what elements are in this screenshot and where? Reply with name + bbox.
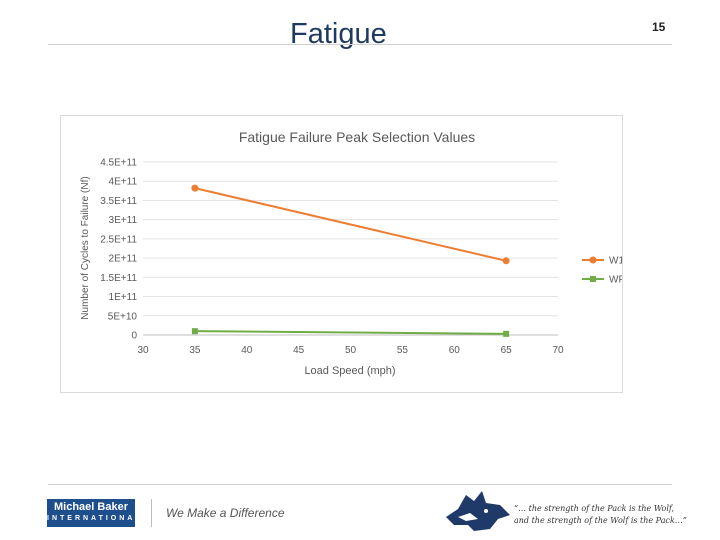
- y-tick-label: 2.5E+11: [100, 234, 137, 245]
- x-tick-label: 40: [241, 345, 253, 356]
- legend-label: W1 P: [609, 256, 622, 267]
- gridlines: [143, 161, 558, 336]
- logo-line-2: INTERNATIONAL: [47, 515, 143, 522]
- logo-line-1: Michael Baker: [54, 501, 128, 513]
- chart-title: Fatigue Failure Peak Selection Values: [239, 129, 475, 145]
- quote-line-2: and the strength of the Wolf is the Pack…: [514, 516, 687, 525]
- quote-line-1: “… the strength of the Pack is the Wolf,: [514, 504, 675, 513]
- x-tick-label: 30: [137, 345, 149, 356]
- x-tick-label: 65: [501, 345, 513, 356]
- x-tick-label: 50: [345, 345, 357, 356]
- y-axis-label: Number of Cycles to Failure (Nf): [80, 176, 91, 319]
- logo-divider: [151, 499, 152, 527]
- y-tick-label: 4.5E+11: [100, 158, 137, 169]
- tagline: We Make a Difference: [166, 506, 285, 520]
- y-tick-label: 4E+11: [109, 177, 138, 188]
- data-point: [191, 328, 198, 335]
- company-logo: Michael Baker INTERNATIONAL: [47, 499, 143, 527]
- y-tick-label: 0: [131, 331, 137, 342]
- series-line: [194, 187, 507, 262]
- y-tick-label: 1E+11: [109, 292, 138, 303]
- legend-marker: [589, 256, 597, 264]
- y-axis-ticks: 0 5E+10 1E+11 1.5E+11 2E+11 2.5E+11 3E+11 3.5E+…: [100, 158, 137, 342]
- page-number: 15: [652, 20, 666, 34]
- y-tick-label: 3E+11: [109, 215, 138, 226]
- footer-quote: “… the strength of the Pack is the Wolf,…: [514, 503, 687, 527]
- y-tick-label: 1.5E+11: [100, 273, 137, 284]
- legend: W1 P WF1 P: [582, 256, 622, 286]
- wolf-head-icon: [446, 491, 510, 531]
- data-point: [503, 330, 510, 337]
- legend-marker: [590, 276, 596, 282]
- title-divider: [48, 44, 672, 45]
- x-tick-label: 70: [552, 345, 564, 356]
- y-tick-label: 5E+10: [108, 311, 138, 322]
- x-tick-label: 60: [449, 345, 461, 356]
- series-lines: [191, 184, 510, 337]
- x-tick-label: 35: [189, 345, 201, 356]
- legend-label: WF1 P: [609, 275, 622, 286]
- series-line: [194, 330, 507, 335]
- x-axis-ticks: 30 35 40 45 50 55 60 65 70: [137, 345, 564, 356]
- y-tick-label: 3.5E+11: [100, 196, 137, 207]
- line-chart: Fatigue Failure Peak Selection Values 0 5…: [80, 129, 622, 377]
- x-tick-label: 55: [397, 345, 409, 356]
- y-tick-label: 2E+11: [109, 254, 138, 265]
- chart-frame: Fatigue Failure Peak Selection Values 0 5…: [60, 115, 623, 393]
- slide-title: Fatigue: [290, 18, 387, 50]
- data-point: [191, 184, 199, 192]
- x-tick-label: 45: [293, 345, 305, 356]
- x-axis-label: Load Speed (mph): [304, 365, 395, 377]
- footer-divider: [48, 484, 672, 485]
- data-point: [502, 257, 510, 265]
